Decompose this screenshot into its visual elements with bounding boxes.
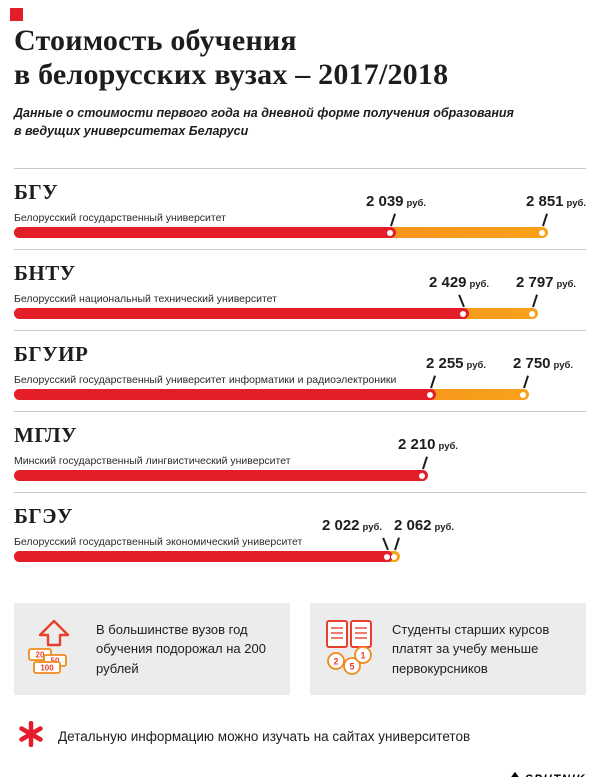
value-label: 2 255 руб.: [426, 355, 486, 373]
value-unit: руб.: [566, 198, 586, 210]
university-row: БНТУ Белорусский национальный технически…: [14, 249, 586, 330]
value-number: 2 851: [525, 193, 564, 211]
brand-accent-square: [10, 8, 23, 21]
bar-endpoint-dot: [419, 472, 425, 479]
label-callout-line: [430, 375, 436, 389]
university-name: Белорусский государственный университет …: [14, 374, 397, 387]
page-title-line2: в белорусских вузах – 2017/2018: [14, 57, 449, 91]
value-label: 2 210 руб.: [398, 436, 458, 454]
note-box-price-increase: 20 50 100 В большинстве вузов год обучен…: [14, 603, 290, 696]
sputnik-logo-mark: [508, 771, 522, 777]
bar-endpoint-dot: [387, 229, 393, 236]
bar-endpoint-dot: [460, 310, 466, 317]
university-abbr: БГУ: [14, 180, 59, 205]
value-unit: руб.: [438, 441, 459, 453]
page-subtitle: Данные о стоимости первого года на дневн…: [14, 104, 586, 140]
value-label: 2 750 руб.: [513, 355, 573, 373]
university-abbr: БГЭУ: [14, 504, 73, 529]
banknote-value: 50: [51, 656, 60, 665]
coin-value: 1: [360, 650, 365, 660]
value-label: 2 022 руб.: [322, 517, 382, 535]
label-callout-line: [390, 213, 396, 227]
bar-first-year: [14, 308, 469, 320]
bar-track: [14, 470, 586, 482]
value-unit: руб.: [553, 360, 574, 372]
label-callout-line: [458, 294, 465, 308]
price-increase-icon: 20 50 100: [26, 618, 82, 681]
coin-value: 2: [333, 656, 338, 666]
sputnik-logo-text: SPUTNIK: [525, 774, 586, 777]
university-row: БГУИР Белорусский государственный универ…: [14, 330, 586, 411]
bar-endpoint-dot: [539, 229, 545, 236]
label-callout-line: [523, 375, 529, 389]
page-title: Стоимость обучения в белорусских вузах –…: [14, 24, 586, 92]
university-row: МГЛУ Минский государственный лингвистиче…: [14, 411, 586, 492]
value-label: 2 429 руб.: [429, 274, 489, 292]
university-name: Белорусский национальный технический уни…: [14, 293, 277, 306]
page-subtitle-line1: Данные о стоимости первого года на дневн…: [14, 105, 514, 120]
value-number: 2 039: [365, 193, 404, 211]
university-row: БГЭУ Белорусский государственный экономи…: [14, 492, 586, 573]
university-name: Белорусский государственный университет: [14, 212, 226, 225]
header: Стоимость обучения в белорусских вузах –…: [14, 0, 586, 140]
value-unit: руб.: [556, 279, 577, 291]
university-name: Минский государственный лингвистический …: [14, 455, 291, 468]
bar-endpoint-dot: [384, 553, 390, 560]
value-label: 2 851 руб.: [526, 193, 586, 211]
bar-first-year: [14, 227, 396, 239]
value-number: 2 210: [397, 436, 436, 454]
notes-section: 20 50 100 В большинстве вузов год обучен…: [14, 603, 586, 696]
books-coins-icon: 2 5 1: [322, 618, 378, 681]
bar-track: [14, 551, 586, 563]
label-callout-line: [422, 456, 428, 470]
label-callout-line: [532, 294, 538, 308]
value-unit: руб.: [469, 279, 490, 291]
value-number: 2 429: [428, 274, 467, 292]
value-number: 2 255: [425, 355, 464, 373]
bar-endpoint-dot: [427, 391, 433, 398]
asterisk-icon: [18, 720, 44, 752]
bar-track: [14, 308, 586, 320]
value-number: 2 022: [321, 517, 360, 535]
bar-endpoint-dot: [391, 553, 397, 560]
label-callout-line: [382, 537, 389, 551]
label-callout-line: [394, 537, 400, 551]
value-unit: руб.: [406, 198, 427, 210]
bar-track: [14, 389, 586, 401]
value-label: 2 039 руб.: [366, 193, 426, 211]
university-abbr: БНТУ: [14, 261, 76, 286]
value-unit: руб.: [434, 522, 455, 534]
bar-endpoint-dot: [529, 310, 535, 317]
page-subtitle-line2: в ведущих университетах Беларуси: [14, 123, 249, 138]
bar-track: [14, 227, 586, 239]
page-title-line1: Стоимость обучения: [14, 24, 297, 57]
label-callout-line: [542, 213, 548, 227]
value-unit: руб.: [362, 522, 383, 534]
bar-first-year: [14, 389, 436, 401]
bar-endpoint-dot: [520, 391, 526, 398]
note-text: В большинстве вузов год обучения подорож…: [96, 621, 266, 676]
value-number: 2 750: [512, 355, 551, 373]
value-number: 2 062: [393, 517, 432, 535]
bar-first-year: [14, 470, 428, 482]
university-abbr: БГУИР: [14, 342, 89, 367]
bar-first-year: [14, 551, 393, 563]
value-label: 2 062 руб.: [394, 517, 454, 535]
universities: БГУ Белорусский государственный универси…: [14, 168, 586, 573]
banknote-value: 20: [36, 650, 45, 659]
value-number: 2 797: [515, 274, 554, 292]
sputnik-logo: SPUTNIK: [508, 771, 586, 777]
coin-value: 5: [349, 661, 354, 671]
value-label: 2 797 руб.: [516, 274, 576, 292]
university-abbr: МГЛУ: [14, 423, 78, 448]
value-unit: руб.: [466, 360, 487, 372]
note-box-upperclassmen: 2 5 1 Студенты старших курсов платят за …: [310, 603, 586, 696]
footnote: Детальную информацию можно изучать на са…: [14, 720, 586, 752]
university-row: БГУ Белорусский государственный универси…: [14, 168, 586, 249]
university-name: Белорусский государственный экономически…: [14, 536, 303, 549]
note-text: Студенты старших курсов платят за учебу …: [392, 621, 550, 676]
banknote-value: 100: [40, 663, 54, 672]
footnote-text: Детальную информацию можно изучать на са…: [58, 729, 471, 745]
